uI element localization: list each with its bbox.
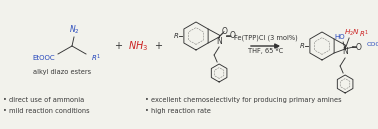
Text: • excellent chemoselectivity for producing primary amines: • excellent chemoselectivity for produci…	[145, 97, 342, 103]
Text: +: +	[114, 41, 122, 51]
Text: $R^1$: $R^1$	[91, 52, 101, 64]
Text: EtOOC: EtOOC	[33, 55, 55, 61]
Text: $NH_3$: $NH_3$	[128, 39, 148, 53]
Text: N: N	[216, 37, 222, 46]
Text: $R^1$: $R^1$	[359, 28, 369, 40]
Text: O: O	[221, 27, 227, 37]
Text: COOEt: COOEt	[367, 42, 378, 46]
Text: O: O	[229, 31, 235, 41]
Text: O: O	[355, 42, 361, 51]
Text: $N_2$: $N_2$	[69, 24, 79, 36]
Text: • mild reaction conditions: • mild reaction conditions	[3, 108, 90, 114]
Text: Fe(TPP)Cl (3 mol%): Fe(TPP)Cl (3 mol%)	[234, 35, 297, 41]
Text: • direct use of ammonia: • direct use of ammonia	[3, 97, 84, 103]
Text: THF, 65 ºC: THF, 65 ºC	[248, 47, 283, 54]
Text: • high reaction rate: • high reaction rate	[145, 108, 211, 114]
Text: +: +	[154, 41, 162, 51]
Text: $H_2N$: $H_2N$	[344, 28, 360, 38]
Text: HO: HO	[335, 34, 345, 40]
Text: R: R	[174, 33, 178, 39]
Text: R: R	[299, 43, 304, 49]
Text: N: N	[342, 47, 348, 57]
Text: alkyl diazo esters: alkyl diazo esters	[33, 69, 91, 75]
